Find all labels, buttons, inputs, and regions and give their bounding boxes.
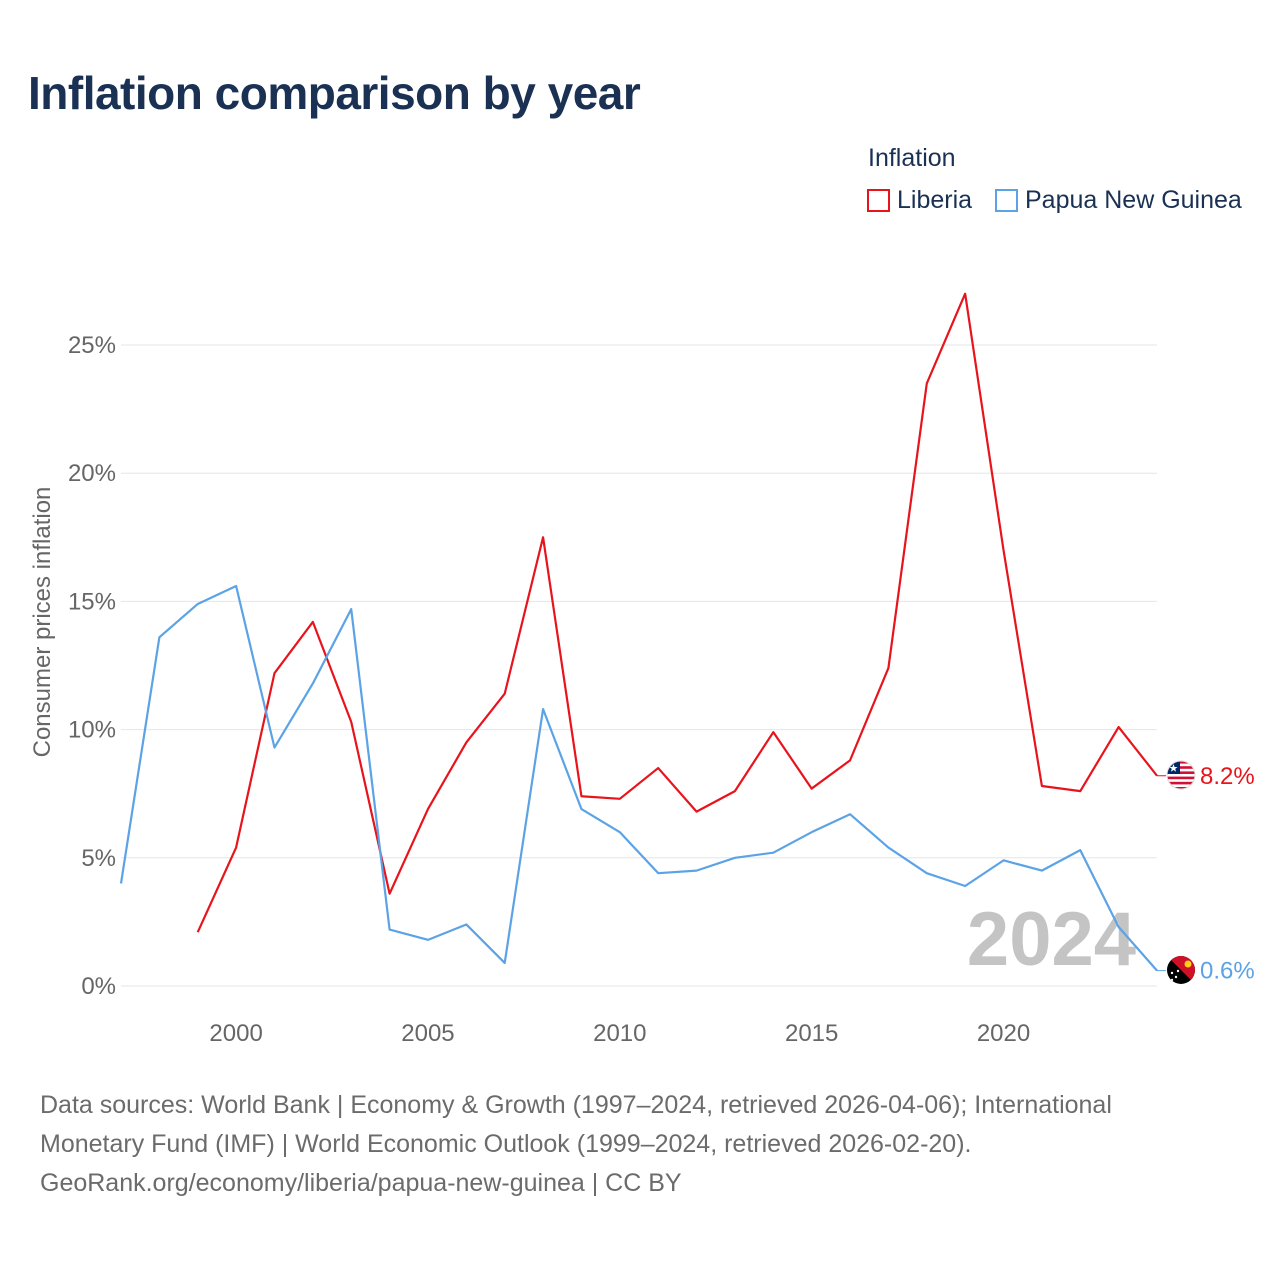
- y-axis-ticks: 0% 5% 10% 15% 20% 25%: [68, 332, 116, 1000]
- x-tick-label: 2015: [785, 1020, 838, 1047]
- legend-swatch-papua-new-guinea: [995, 189, 1018, 212]
- data-source-note: Data sources: World Bank | Economy & Gro…: [40, 1086, 1240, 1203]
- y-tick-label: 25%: [68, 332, 116, 359]
- legend-label-liberia: Liberia: [897, 186, 973, 214]
- x-tick-label: 2005: [401, 1020, 454, 1047]
- legend-item-liberia[interactable]: Liberia: [867, 186, 972, 215]
- y-tick-label: 10%: [68, 717, 116, 744]
- legend-item-papua-new-guinea[interactable]: Papua New Guinea: [995, 186, 1242, 215]
- legend-label-papua-new-guinea: Papua New Guinea: [1025, 186, 1242, 214]
- x-tick-label: 2000: [209, 1020, 262, 1047]
- y-axis-label: Consumer prices inflation: [29, 487, 56, 758]
- series-line-liberia: [196, 292, 1158, 933]
- x-axis-ticks: 2000 2005 2010 2015 2020: [209, 1020, 1030, 1047]
- y-tick-label: 5%: [81, 845, 116, 872]
- gridlines: [121, 344, 1157, 987]
- end-value-label: 8.2%: [1200, 763, 1255, 790]
- legend-title: Inflation: [868, 144, 956, 172]
- y-tick-label: 15%: [68, 588, 116, 615]
- liberia-flag-icon: [1166, 760, 1196, 790]
- line-chart: 0% 5% 10% 15% 20% 25% 2000 2005 2010 2015 2020 Co…: [29, 292, 1255, 1047]
- x-tick-label: 2010: [593, 1020, 646, 1047]
- x-tick-label: 2020: [977, 1020, 1030, 1047]
- y-tick-label: 0%: [81, 973, 116, 1000]
- series-line-papua-new-guinea: [119, 584, 1158, 972]
- legend-swatch-liberia: [867, 189, 890, 212]
- source-line-2: Monetary Fund (IMF) | World Economic Out…: [40, 1130, 972, 1158]
- source-line-3[interactable]: GeoRank.org/economy/liberia/papua-new-gu…: [40, 1169, 682, 1197]
- flags: [1166, 760, 1196, 984]
- year-watermark: 2024: [967, 897, 1136, 982]
- y-tick-label: 20%: [68, 460, 116, 487]
- source-line-1: Data sources: World Bank | Economy & Gro…: [40, 1091, 1112, 1119]
- end-labels: 8.2% 0.6%: [1157, 763, 1255, 985]
- end-value-label: 0.6%: [1200, 958, 1255, 985]
- chart-title: Inflation comparison by year: [28, 67, 641, 119]
- series-lines: [119, 292, 1158, 972]
- papua-new-guinea-flag-icon: [1167, 956, 1195, 984]
